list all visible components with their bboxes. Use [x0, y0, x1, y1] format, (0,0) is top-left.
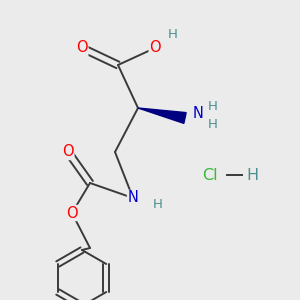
Text: O: O [66, 206, 78, 220]
Text: O: O [76, 40, 88, 56]
Text: Cl: Cl [202, 167, 218, 182]
Text: H: H [153, 199, 163, 212]
Text: N: N [193, 106, 203, 121]
Text: O: O [62, 145, 74, 160]
Text: H: H [208, 118, 218, 130]
Text: H: H [168, 28, 178, 41]
Polygon shape [138, 108, 186, 123]
Text: N: N [128, 190, 138, 206]
Text: O: O [149, 40, 161, 56]
Text: H: H [208, 100, 218, 112]
Text: H: H [246, 167, 258, 182]
